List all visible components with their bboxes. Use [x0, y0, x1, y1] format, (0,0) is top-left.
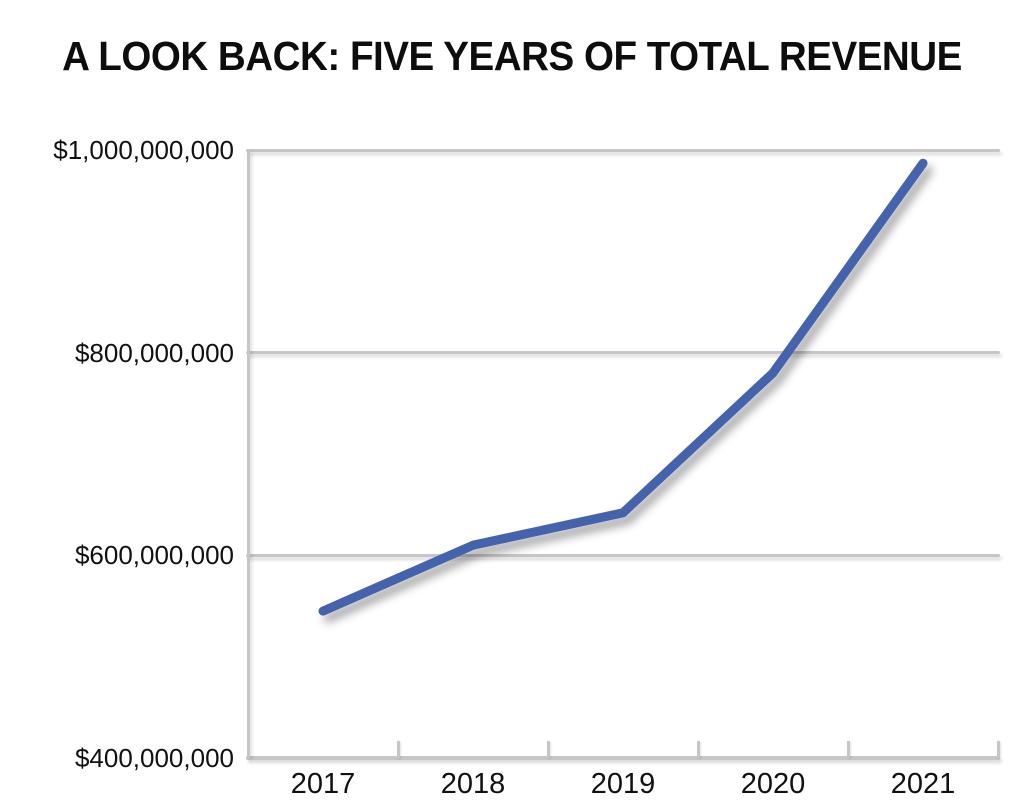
- revenue-line-path: [318, 158, 928, 616]
- x-axis-tick: [997, 741, 1000, 758]
- y-axis-label: $400,000,000: [74, 743, 234, 773]
- x-axis-tick: [547, 741, 550, 758]
- x-axis-label: 2020: [740, 768, 806, 800]
- y-axis-label: $1,000,000,000: [53, 135, 234, 165]
- y-axis-label: $600,000,000: [74, 540, 234, 570]
- x-axis-tick: [697, 741, 700, 758]
- x-axis-label: 2021: [890, 768, 956, 800]
- gridline: [246, 351, 1000, 354]
- x-axis-tick: [397, 741, 400, 758]
- x-axis-baseline: [246, 756, 1000, 760]
- gridline: [246, 149, 1000, 152]
- gridline: [246, 554, 1000, 557]
- x-axis-label: 2017: [290, 768, 356, 800]
- x-axis-tick: [847, 741, 850, 758]
- x-axis-label: 2019: [590, 768, 656, 800]
- x-axis-label: 2018: [440, 768, 506, 800]
- chart-title: A LOOK BACK: FIVE YEARS OF TOTAL REVENUE: [62, 33, 962, 79]
- y-axis-line: [247, 150, 250, 758]
- y-axis-label: $800,000,000: [74, 338, 234, 368]
